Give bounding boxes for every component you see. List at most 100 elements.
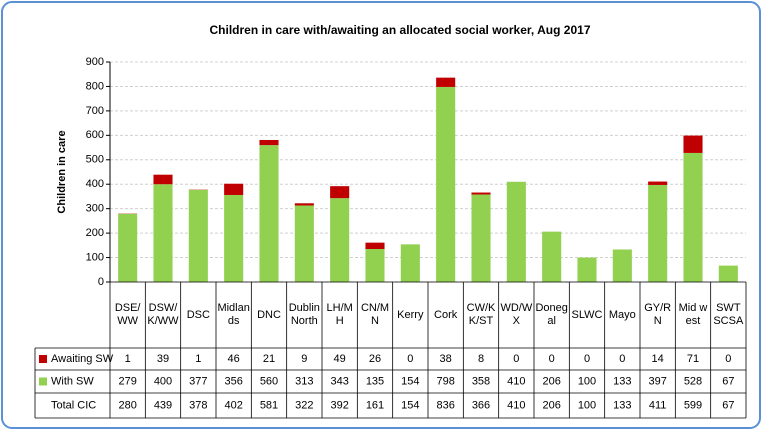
x-tick-label: Midlands [217,302,250,327]
y-tick-label: 300 [86,203,104,215]
x-tick-label: Mid west [678,302,708,327]
x-tick-label: SLWC [571,308,603,321]
y-tick-label: 400 [86,178,104,190]
table-value: 581 [260,399,278,411]
table-value: 26 [369,353,381,365]
y-tick-label: 500 [86,154,104,166]
y-tick-label: 600 [86,129,104,141]
category-cell: Mayo [608,308,636,321]
bar-segment [718,265,738,282]
y-tick-label: 0 [98,276,104,288]
bar-segment [471,192,491,195]
table-value: 378 [189,399,207,411]
bar-segment [436,77,456,87]
x-tick-label: Kerry [397,308,424,321]
table-value: 599 [684,399,702,411]
table-value: 135 [366,375,384,387]
bar-segment [294,203,314,206]
x-tick-label: LH/MH [326,302,353,327]
x-tick-label: CN/MN [360,302,390,327]
table-value: 0 [513,353,519,365]
category-cell: Midlands [217,302,250,327]
y-tick-label: 100 [86,251,104,263]
table-value: 71 [687,353,699,365]
table-value: 410 [507,375,525,387]
table-value: 1 [125,353,131,365]
table-value: 21 [263,353,275,365]
bar-segment [330,186,350,199]
bar-segment [330,198,350,282]
table-value: 0 [549,353,555,365]
bar-segment [542,231,562,282]
category-cell: Cork [434,309,457,321]
table-value: 322 [295,399,313,411]
bar-segment [365,249,385,282]
x-tick-label: DSW/K/WW [147,302,179,327]
table-value: 133 [613,375,631,387]
table-value: 356 [224,375,242,387]
category-cell: SWT SCSA [713,302,743,327]
table-value: 133 [613,399,631,411]
category-cell: LH/MH [326,302,353,327]
category-cell: DSW/K/WW [147,302,179,327]
x-tick-label: Dublin North [288,302,320,327]
x-tick-label: Mayo [608,308,636,321]
table-value: 343 [330,375,348,387]
x-tick-label: CW/KK/ST [466,302,496,327]
table-value: 8 [478,353,484,365]
chart-title: Children in care with/awaiting an alloca… [209,23,590,37]
x-tick-label: GY/RN [644,302,672,327]
category-cell: Donegal [535,302,567,327]
table-value: 798 [436,375,454,387]
y-tick-label: 900 [86,56,104,68]
table-value: 67 [722,375,734,387]
table-value: 38 [440,353,452,365]
table-value: 439 [154,399,172,411]
legend-label: With SW [51,375,94,387]
table-value: 100 [578,375,596,387]
table-value: 836 [436,399,454,411]
table-value: 161 [366,399,384,411]
category-cell: Dublin North [288,302,320,327]
y-tick-label: 200 [86,227,104,239]
category-cell: SLWC [571,308,603,321]
table-value: 377 [189,375,207,387]
bar-segment [188,189,208,282]
bar-segment [224,183,244,195]
category-cell: DSE/WW [114,302,141,327]
category-cell: Mid west [678,302,708,327]
table-value: 279 [118,375,136,387]
bar-segment [259,139,279,146]
table-value: 0 [407,353,413,365]
category-cell: WD/WX [500,302,533,327]
bar-segment [118,213,138,282]
legend-label: Awaiting SW [51,353,114,365]
table-value: 1 [195,353,201,365]
table-value: 39 [157,353,169,365]
table-value: 49 [334,353,346,365]
legend-swatch [39,377,47,386]
table-value: 9 [301,353,307,365]
bar-segment [259,145,279,282]
bar-segment [648,184,668,282]
bar-segment [648,181,668,185]
table-value: 366 [472,399,490,411]
table-value: 392 [330,399,348,411]
bar-segment [400,244,420,282]
table-value: 280 [118,399,136,411]
x-tick-label: DSE/WW [114,302,141,327]
table-value: 14 [652,353,664,365]
category-cell: CN/MN [360,302,390,327]
table-value: 402 [224,399,242,411]
category-cell: Kerry [397,308,424,321]
table-value: 410 [507,399,525,411]
table-value: 67 [722,399,734,411]
x-tick-label: DSC [186,308,210,321]
bar-segment [506,181,526,282]
table-value: 313 [295,375,313,387]
bar-segment [153,184,173,282]
x-tick-label: WD/WX [500,302,533,327]
table-value: 0 [725,353,731,365]
